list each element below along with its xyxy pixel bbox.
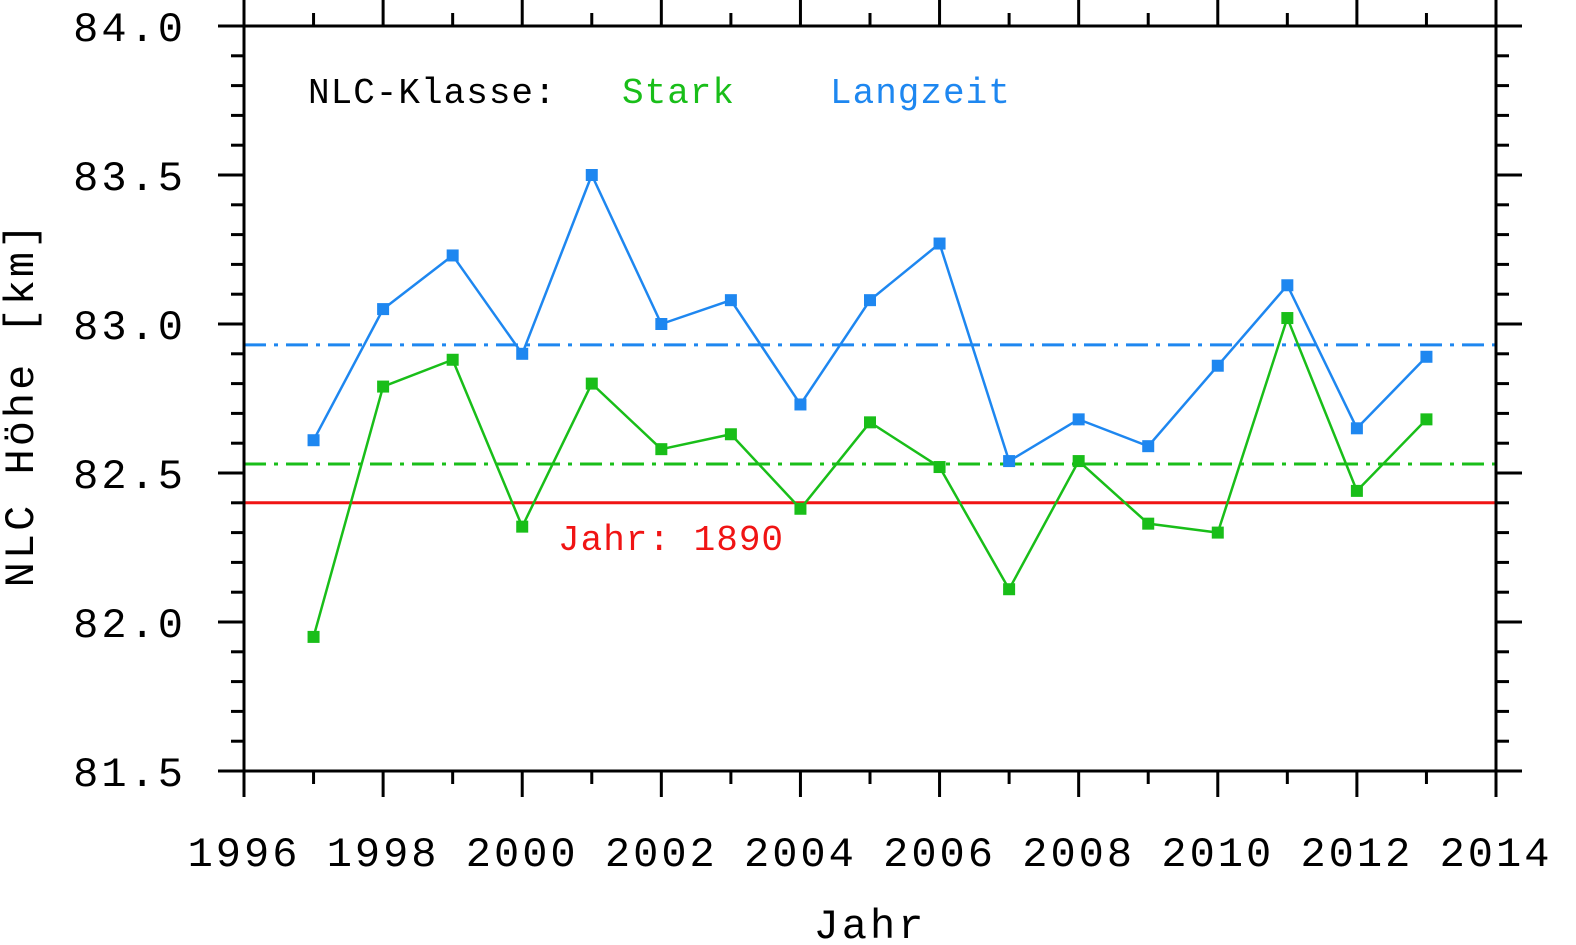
x-tick-label: 1998 bbox=[327, 831, 440, 879]
data-point-stark bbox=[516, 520, 529, 533]
data-point-stark bbox=[1350, 484, 1363, 497]
x-tick-label: 2004 bbox=[744, 831, 857, 879]
x-tick-label: 2002 bbox=[605, 831, 718, 879]
y-tick-label: 83.0 bbox=[73, 304, 186, 352]
data-point-langzeit bbox=[377, 303, 390, 316]
data-point-stark bbox=[1211, 526, 1224, 539]
data-point-stark bbox=[1420, 413, 1433, 426]
legend-entry-langzeit: Langzeit bbox=[830, 73, 1011, 114]
x-tick-label: 2000 bbox=[466, 831, 579, 879]
axes-frame bbox=[218, 0, 1522, 797]
y-axis-title: NLC Höhe [km] bbox=[0, 221, 46, 588]
series-line-stark bbox=[312, 316, 1428, 638]
x-tick-label: 2010 bbox=[1161, 831, 1274, 879]
data-point-langzeit bbox=[585, 169, 598, 181]
data-point-stark bbox=[794, 502, 807, 515]
x-tick-label: 2008 bbox=[1022, 831, 1135, 879]
data-point-langzeit bbox=[724, 294, 737, 307]
data-point-langzeit bbox=[1003, 455, 1016, 468]
data-point-langzeit bbox=[1350, 422, 1363, 435]
data-point-stark bbox=[1281, 312, 1294, 325]
legend: NLC-Klasse: Stark Langzeit bbox=[308, 73, 1011, 114]
data-point-langzeit bbox=[516, 347, 529, 360]
data-point-stark bbox=[1072, 455, 1085, 468]
data-series bbox=[307, 169, 1433, 643]
data-point-langzeit bbox=[933, 237, 946, 250]
data-point-langzeit bbox=[1420, 350, 1433, 363]
data-point-langzeit bbox=[446, 249, 459, 262]
data-point-langzeit bbox=[655, 318, 668, 330]
data-point-stark bbox=[1003, 583, 1016, 596]
x-tick-label: 1996 bbox=[188, 831, 301, 879]
y-tick-label: 82.5 bbox=[73, 453, 186, 501]
data-point-langzeit bbox=[307, 434, 320, 447]
y-tick-label: 83.5 bbox=[73, 155, 186, 203]
x-axis-title: Jahr bbox=[814, 903, 927, 945]
x-tick-label: 2014 bbox=[1440, 831, 1553, 879]
data-point-stark bbox=[724, 428, 737, 441]
y-tick-label: 81.5 bbox=[73, 751, 186, 799]
x-tick-label: 2012 bbox=[1300, 831, 1413, 879]
reference-1890-label: Jahr: 1890 bbox=[558, 520, 784, 561]
data-point-stark bbox=[864, 416, 876, 429]
x-tick-label: 2006 bbox=[883, 831, 996, 879]
data-point-stark bbox=[1142, 517, 1155, 530]
y-tick-label: 82.0 bbox=[73, 602, 186, 650]
data-point-langzeit bbox=[1211, 359, 1224, 372]
data-point-stark bbox=[933, 461, 946, 474]
data-point-stark bbox=[377, 380, 390, 393]
data-point-stark bbox=[585, 377, 598, 390]
data-point-stark bbox=[655, 443, 668, 456]
data-point-langzeit bbox=[864, 294, 876, 307]
legend-entry-stark: Stark bbox=[622, 73, 735, 114]
axis-tick-labels: 1996 1998 2000 2002 2004 2006 2008 2010 2012 2014… bbox=[73, 6, 1553, 879]
plot-frame bbox=[242, 24, 1498, 773]
data-point-langzeit bbox=[794, 398, 807, 411]
data-point-langzeit bbox=[1142, 440, 1155, 453]
legend-title: NLC-Klasse: bbox=[308, 73, 557, 114]
data-point-langzeit bbox=[1281, 279, 1294, 292]
y-tick-label: 84.0 bbox=[73, 6, 186, 54]
data-point-stark bbox=[446, 353, 459, 366]
data-point-stark bbox=[307, 630, 320, 643]
reference-lines bbox=[244, 343, 1496, 505]
data-point-langzeit bbox=[1072, 413, 1085, 426]
